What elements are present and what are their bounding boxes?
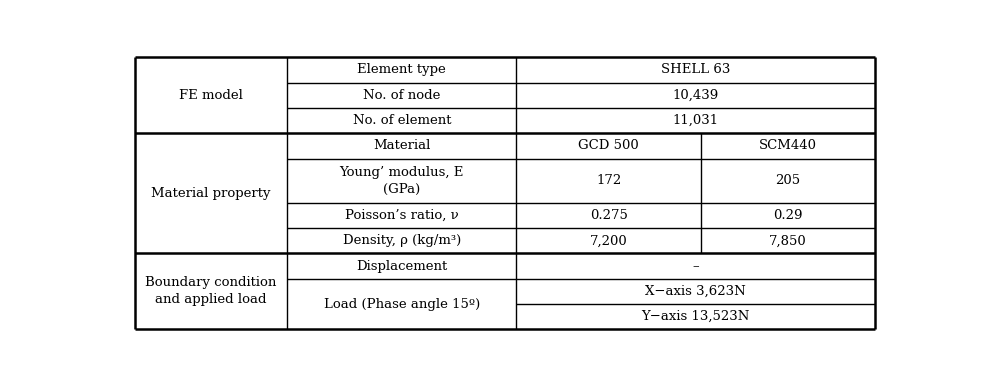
Text: Material property: Material property [151, 187, 271, 200]
Text: Element type: Element type [358, 63, 446, 76]
Text: 0.275: 0.275 [590, 209, 627, 222]
Text: 7,200: 7,200 [590, 234, 627, 247]
Text: X−axis 3,623N: X−axis 3,623N [645, 285, 746, 298]
Text: 0.29: 0.29 [773, 209, 803, 222]
Text: Load (Phase angle 15º): Load (Phase angle 15º) [324, 298, 480, 310]
Text: SCM440: SCM440 [759, 139, 817, 152]
Text: Displacement: Displacement [357, 260, 447, 272]
Text: SHELL 63: SHELL 63 [661, 63, 730, 76]
Text: Y−axis 13,523N: Y−axis 13,523N [641, 310, 750, 323]
Text: No. of node: No. of node [363, 89, 440, 102]
Text: 205: 205 [775, 174, 801, 187]
Text: GCD 500: GCD 500 [578, 139, 639, 152]
Text: 172: 172 [596, 174, 622, 187]
Text: No. of element: No. of element [353, 114, 451, 127]
Text: 11,031: 11,031 [673, 114, 719, 127]
Text: Material: Material [373, 139, 430, 152]
Text: 7,850: 7,850 [769, 234, 807, 247]
Text: FE model: FE model [179, 89, 243, 102]
Text: Boundary condition
and applied load: Boundary condition and applied load [145, 277, 277, 306]
Text: Density, ρ (kg/m³): Density, ρ (kg/m³) [343, 234, 461, 247]
Text: 10,439: 10,439 [673, 89, 719, 102]
Text: Poisson’s ratio, ν: Poisson’s ratio, ν [345, 209, 459, 222]
Text: –: – [692, 260, 699, 272]
Text: Young’ modulus, E
(GPa): Young’ modulus, E (GPa) [340, 166, 464, 196]
